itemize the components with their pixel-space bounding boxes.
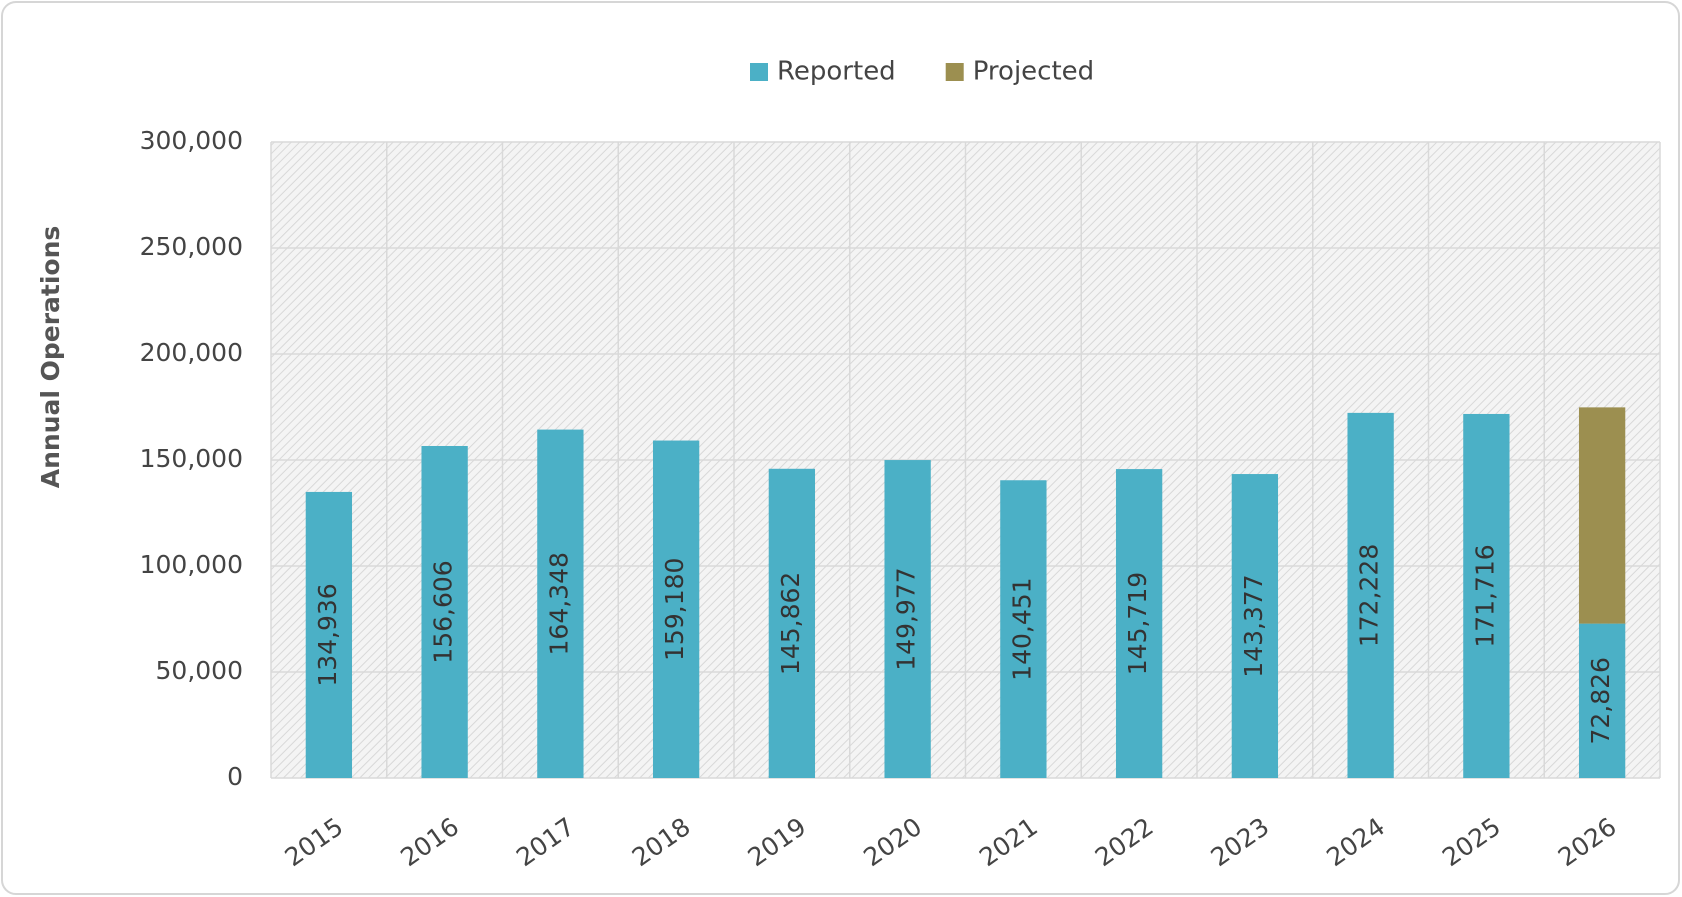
value-label: 171,716	[1470, 544, 1499, 647]
value-label: 134,936	[313, 583, 342, 686]
legend-swatch	[945, 63, 964, 81]
bar	[1000, 480, 1047, 778]
bar	[421, 445, 468, 778]
bar	[1231, 474, 1279, 778]
value-label: 172,228	[1355, 544, 1384, 647]
bar	[1347, 412, 1394, 778]
value-label: 145,719	[1123, 572, 1152, 675]
legend-label: Reported	[777, 57, 896, 87]
legend-swatch	[750, 63, 768, 81]
bar	[1578, 623, 1626, 778]
value-label: 140,451	[1007, 577, 1036, 680]
bar	[1578, 407, 1626, 624]
value-label: 149,977	[892, 567, 921, 670]
y-axis-title: Annual Operations	[36, 226, 65, 489]
bar	[1115, 469, 1163, 778]
bar	[1463, 413, 1510, 778]
value-label: 159,180	[660, 558, 689, 661]
y-tick-label: 200,000	[140, 338, 243, 367]
value-label: 143,377	[1239, 574, 1268, 677]
y-tick-label: 100,000	[140, 550, 243, 579]
value-label: 72,826	[1586, 657, 1615, 744]
bar	[884, 460, 931, 778]
y-tick-label: 50,000	[156, 656, 243, 685]
bar	[768, 468, 816, 778]
legend-label: Projected	[973, 57, 1094, 87]
y-tick-label: 0	[227, 762, 243, 791]
bar	[652, 440, 700, 778]
value-label: 156,606	[429, 560, 458, 663]
value-label: 145,862	[776, 572, 805, 675]
bar	[305, 491, 353, 778]
y-tick-label: 150,000	[140, 444, 243, 473]
y-tick-label: 250,000	[140, 232, 243, 261]
value-label: 164,348	[544, 552, 573, 655]
y-tick-label: 300,000	[140, 126, 243, 155]
bar	[537, 429, 584, 778]
